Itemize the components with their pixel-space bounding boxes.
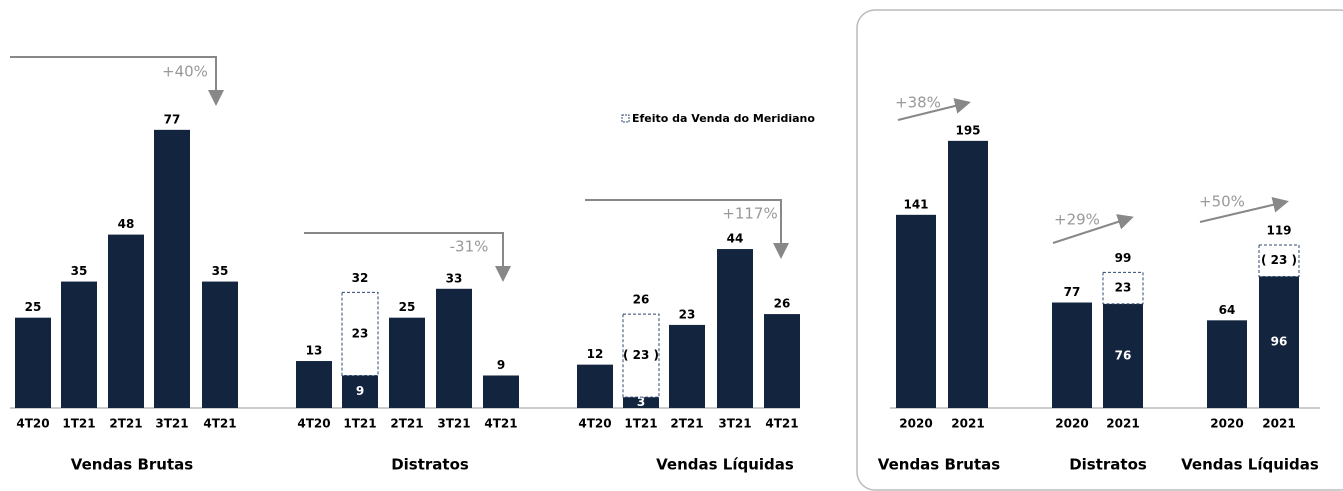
bar <box>15 317 51 408</box>
value-label: 64 <box>1219 303 1236 317</box>
bar <box>1103 303 1143 408</box>
bar <box>202 281 238 408</box>
x-tick-label: 3T21 <box>718 417 751 431</box>
x-tick-label: 4T20 <box>297 417 330 431</box>
growth-label: +40% <box>162 63 208 81</box>
growth-arrow <box>1052 214 1134 244</box>
x-tick-label: 4T21 <box>765 417 798 431</box>
growth-label: +29% <box>1054 211 1100 229</box>
value-label: 23 <box>679 307 696 321</box>
x-tick-label: 2T21 <box>390 417 423 431</box>
bar <box>296 361 332 408</box>
bar <box>623 397 659 408</box>
bar <box>764 314 800 408</box>
growth-arrow <box>10 56 224 106</box>
legend-swatch <box>621 114 630 123</box>
value-label: 141 <box>903 197 928 211</box>
x-tick-label: 3T21 <box>155 417 188 431</box>
x-tick-label: 2020 <box>899 417 932 431</box>
x-tick-label: 4T20 <box>578 417 611 431</box>
x-tick-label: 2021 <box>1106 417 1139 431</box>
bar <box>577 364 613 408</box>
value-label: 13 <box>306 344 323 358</box>
value-label: 33 <box>446 271 463 285</box>
chart-title: Vendas Brutas <box>878 456 1000 474</box>
value-label: 35 <box>212 264 229 278</box>
x-tick-label: 3T21 <box>437 417 470 431</box>
x-tick-label: 2020 <box>1055 417 1088 431</box>
effect-bar <box>1258 244 1300 277</box>
chart-title: Vendas Brutas <box>71 456 193 474</box>
value-label: 44 <box>727 232 744 246</box>
bar <box>896 214 936 408</box>
value-label: 23 <box>352 326 369 340</box>
x-tick-label: 4T21 <box>203 417 236 431</box>
growth-arrow <box>1199 196 1289 223</box>
bar <box>948 140 988 408</box>
chart-title: Distratos <box>1069 456 1147 474</box>
x-tick-label: 1T21 <box>343 417 376 431</box>
x-tick-label: 2T21 <box>109 417 142 431</box>
bar <box>108 234 144 408</box>
value-label: 35 <box>71 264 88 278</box>
effect-bar <box>622 313 660 398</box>
x-tick-label: 4T20 <box>16 417 49 431</box>
chart-title: Distratos <box>391 456 469 474</box>
growth-arrow <box>304 232 511 282</box>
growth-arrow <box>585 199 789 259</box>
value-label: 25 <box>399 300 416 314</box>
value-label: 77 <box>1064 285 1081 299</box>
value-label: 48 <box>118 217 135 231</box>
panel <box>856 9 1343 491</box>
value-label: 25 <box>25 300 42 314</box>
bar <box>154 129 190 408</box>
value-label: 77 <box>164 112 181 126</box>
bar <box>436 288 472 408</box>
growth-arrow <box>897 98 971 121</box>
value-label: 9 <box>497 358 505 372</box>
growth-label: +50% <box>1199 193 1245 211</box>
value-label: ( 23 ) <box>623 348 659 362</box>
bar <box>342 375 378 408</box>
effect-bar <box>341 291 379 376</box>
x-tick-label: 1T21 <box>624 417 657 431</box>
bar <box>1207 320 1247 408</box>
value-label: 3 <box>637 395 645 409</box>
x-tick-label: 2021 <box>951 417 984 431</box>
value-label: 76 <box>1115 348 1132 362</box>
bar <box>483 375 519 408</box>
bar <box>717 249 753 408</box>
legend-label: Efeito da Venda do Meridiano <box>632 112 815 125</box>
value-label: 23 <box>1115 281 1132 295</box>
value-label: 195 <box>955 123 980 137</box>
total-label: 26 <box>633 293 650 307</box>
total-label: 99 <box>1115 251 1132 265</box>
growth-label: +38% <box>895 94 941 112</box>
x-tick-label: 1T21 <box>62 417 95 431</box>
value-label: 96 <box>1271 335 1288 349</box>
value-label: 26 <box>774 297 791 311</box>
effect-bar <box>1102 271 1144 305</box>
bar <box>389 317 425 408</box>
bar <box>669 324 705 408</box>
value-label: 9 <box>356 384 364 398</box>
x-tick-label: 2021 <box>1262 417 1295 431</box>
growth-label: +117% <box>722 205 777 223</box>
x-tick-label: 4T21 <box>484 417 517 431</box>
chart-title: Vendas Líquidas <box>656 456 794 474</box>
chart-title: Vendas Líquidas <box>1181 456 1319 474</box>
total-label: 32 <box>352 271 369 285</box>
bar <box>1052 302 1092 408</box>
x-tick-label: 2T21 <box>670 417 703 431</box>
x-tick-label: 2020 <box>1210 417 1243 431</box>
total-label: 119 <box>1266 223 1291 237</box>
bar <box>61 281 97 408</box>
growth-label: -31% <box>450 238 489 256</box>
value-label: ( 23 ) <box>1261 253 1297 267</box>
value-label: 12 <box>587 347 604 361</box>
bar <box>1259 276 1299 408</box>
